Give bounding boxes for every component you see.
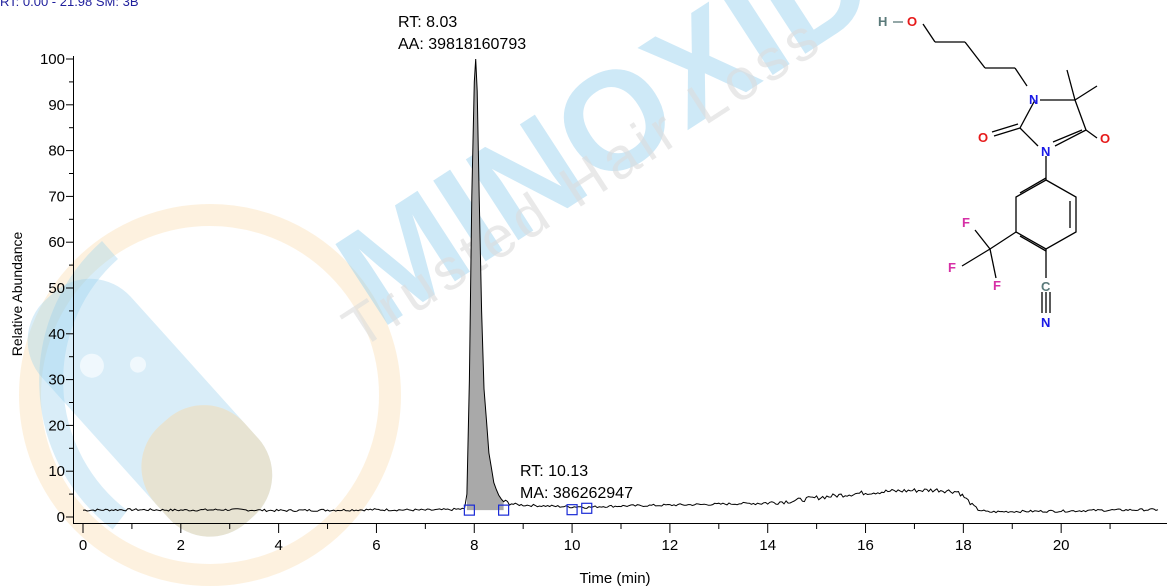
peak-1-rt-label: RT: 8.03 [398,14,457,31]
y-tick-label: 40 [48,326,65,343]
axes [73,56,1167,524]
x-tick-label: 0 [79,537,87,554]
integration-marker [581,502,593,514]
x-tick-label: 16 [857,537,874,554]
atom-f-2: F [948,260,956,275]
y-tick-label: 50 [48,280,65,297]
atom-h: H [878,14,887,29]
x-tick-label: 12 [662,537,679,554]
x-tick-label: 2 [177,537,185,554]
x-tick-label: 8 [470,537,478,554]
x-tick-label: 4 [274,537,282,554]
atom-n-1: N [1029,92,1038,107]
peak-2-area-label: MA: 386262947 [520,485,633,502]
watermark-logo: MINOXIDIL Trusted Hair Loss [19,0,1003,586]
chromatogram-trace [82,58,1159,514]
peak-area-fill [466,59,504,511]
x-axis-ticks: 0 2 4 6 8 10 12 14 16 18 20 [79,524,1111,554]
rt-range-header: RT: 0.00 - 21.98 SM: 3B [0,0,139,9]
integration-markers [463,502,593,516]
x-tick-label: 14 [759,537,776,554]
y-tick-label: 80 [48,143,65,160]
atom-o-left: O [978,130,988,145]
integration-marker [566,504,578,516]
y-tick-label: 10 [48,463,65,480]
atom-o-right: O [1100,131,1110,146]
integration-marker [463,504,475,516]
chemical-structure: H O N N O O F F F C N [878,14,1110,330]
peak-2-rt-label: RT: 10.13 [520,463,588,480]
x-tick-label: 10 [564,537,581,554]
atom-f-1: F [962,215,970,230]
y-tick-label: 90 [48,97,65,114]
atom-n-3: N [1041,144,1050,159]
y-tick-label: 20 [48,417,65,434]
integration-marker [498,504,510,516]
y-tick-label: 100 [40,51,65,68]
atom-n-nitrile: N [1041,315,1050,330]
atom-f-3: F [993,278,1001,293]
y-axis-ticks: 0 10 20 30 40 50 60 70 80 90 100 [40,51,73,526]
y-tick-label: 70 [48,188,65,205]
peak-1-area-label: AA: 39818160793 [398,36,526,53]
atom-c-nitrile: C [1041,279,1051,294]
atom-o-hydroxyl: O [907,14,917,29]
x-axis-label: Time (min) [579,570,650,587]
y-tick-label: 60 [48,234,65,251]
x-tick-label: 20 [1053,537,1070,554]
x-tick-label: 18 [955,537,972,554]
y-axis-label: Relative Abundance [9,232,25,357]
y-tick-label: 30 [48,372,65,389]
y-tick-label: 0 [57,509,65,526]
x-tick-label: 6 [372,537,380,554]
